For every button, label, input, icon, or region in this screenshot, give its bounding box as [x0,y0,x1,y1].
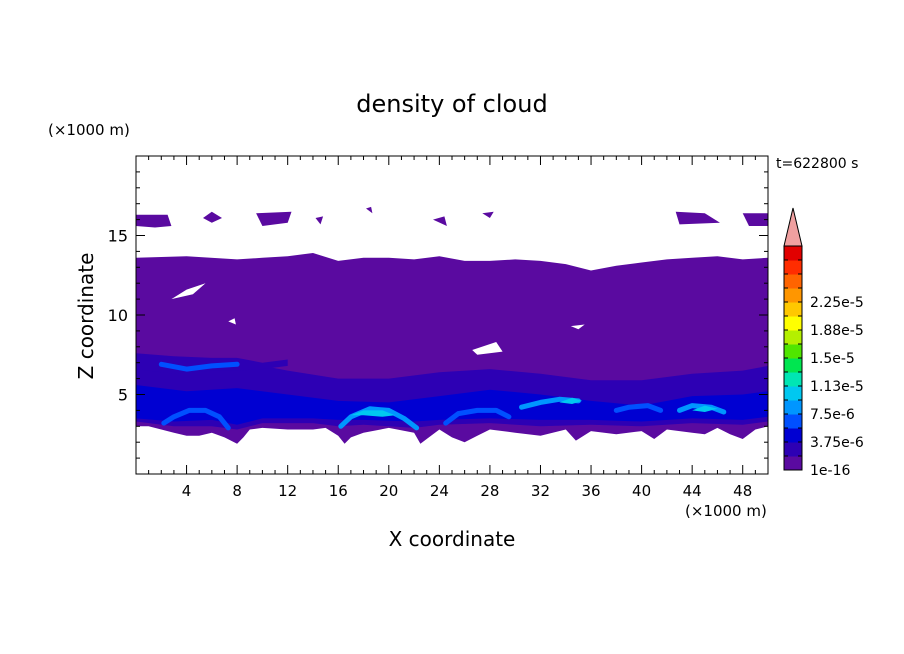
plot-area [136,206,768,444]
cloud-peak-patch [692,405,718,412]
cloud-arc [677,403,727,415]
colorbar-swatch [784,428,802,443]
cloud-fragment [315,216,324,225]
cloud-peak-patch [350,410,396,417]
cloud-arc [443,407,512,426]
cloud-fragment [203,211,222,223]
colorbar-swatch [784,330,802,345]
colorbar-swatch [784,358,802,373]
colorbar-swatch [784,386,802,401]
x-tick-label: 32 [531,482,550,500]
cloud-arc [613,403,664,413]
colorbar-swatch [784,344,802,359]
cloud-band [136,385,768,425]
colorbar-label: 1.88e-5 [810,323,864,339]
cloud-fragment [482,211,494,218]
x-tick-label: 40 [632,482,651,500]
x-tick-label: 8 [232,482,242,500]
x-tick-label: 4 [182,482,192,500]
y-tick-label: 5 [118,386,128,405]
y-tick-label: 15 [108,227,128,246]
colorbar-label: 3.75e-6 [810,435,864,451]
colorbar-swatch [784,288,802,303]
x-tick-label: 16 [329,482,348,500]
time-label: t=622800 s [776,156,858,172]
cloud-fragment [742,213,768,226]
x-tick-label: 12 [278,482,297,500]
colorbar-label: 7.5e-6 [810,407,855,423]
x-tick-label: 48 [733,482,752,500]
x-unit-label: (×1000 m) [685,502,767,520]
colorbar-label: 1e-16 [810,463,850,479]
colorbar-swatch [784,372,802,387]
cloud-arc [161,407,231,431]
cloud-gap [570,324,585,330]
y-tick-label: 10 [108,306,128,325]
cloud-arc [158,361,240,372]
colorbar-extend-arrow [783,207,803,247]
x-tick-label: 24 [430,482,449,500]
cloud-gap [228,318,236,325]
y-axis-title: Z coordinate [74,253,98,380]
colorbar-swatch [784,442,802,457]
colorbar-swatch [784,414,802,429]
cloud-fragment [366,206,373,214]
colorbar-swatch [784,246,802,261]
chart-title: density of cloud [356,90,547,118]
colorbar-swatch [784,260,802,275]
colorbar-swatch [784,316,802,331]
colorbar: 1e-16 3.75e-6 7.5e-6 1.13e-5 1.5e-5 1.88e-5 2.… [783,207,864,479]
cloud-fragment [433,216,447,226]
colorbar-label: 1.13e-5 [810,379,864,395]
x-tick-label: 20 [379,482,398,500]
colorbar-label: 1.5e-5 [810,351,855,367]
colorbar-swatch [784,274,802,289]
cloud-fragment [256,211,292,226]
cloud-fragment [136,214,172,228]
colorbar-swatch [784,456,802,471]
cloud-fragment [675,211,720,225]
x-axis-title: X coordinate [389,527,516,551]
x-tick-label: 44 [683,482,702,500]
x-tick-label: 28 [480,482,499,500]
cloud-arc [338,406,420,431]
y-unit-label: (×1000 m) [48,121,130,139]
cloud-peak-patch [559,397,583,404]
colorbar-swatch [784,302,802,317]
x-tick-label: 36 [581,482,600,500]
cloud-gap [472,342,503,355]
colorbar-label: 2.25e-5 [810,295,864,311]
colorbar-swatch [784,400,802,415]
cloud-gap [171,283,206,300]
